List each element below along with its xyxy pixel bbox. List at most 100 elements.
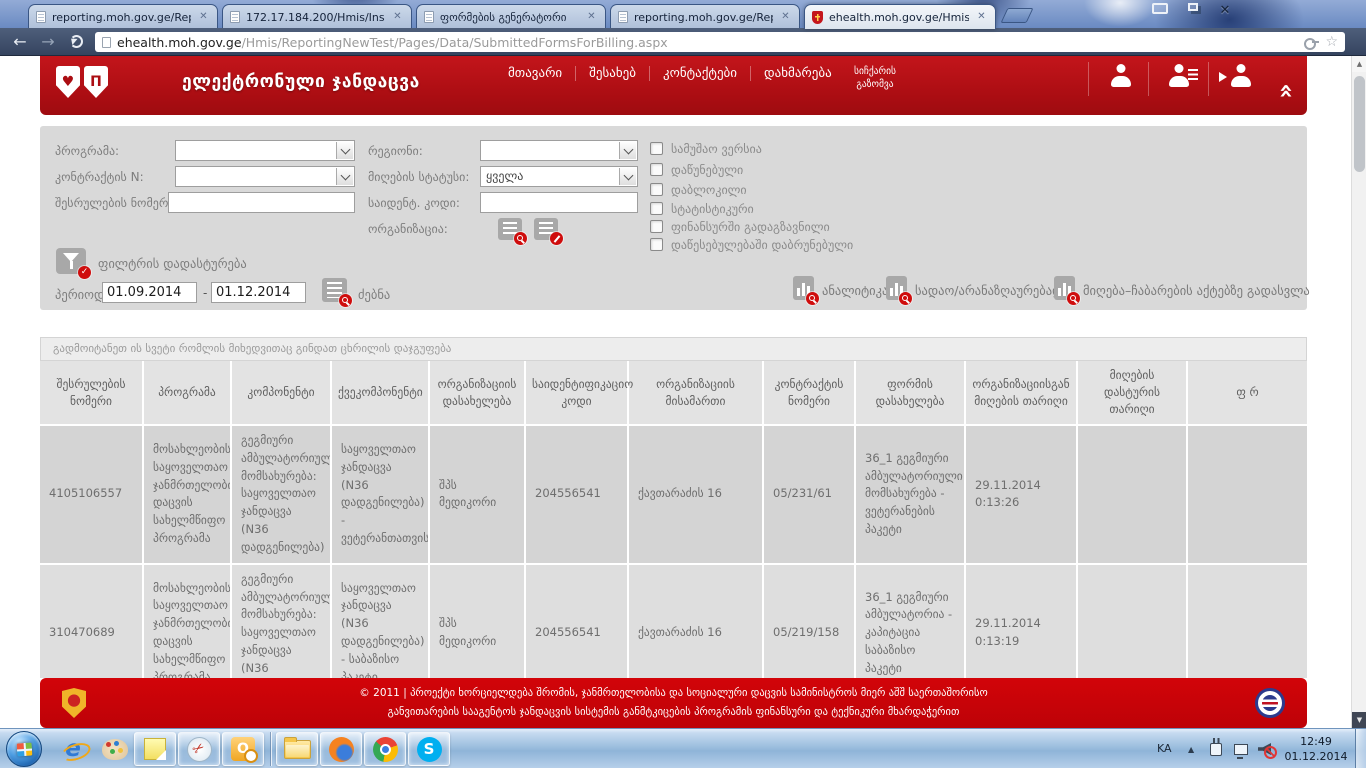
window-minimize-button[interactable]: [1147, 3, 1173, 14]
col-performance-number[interactable]: შესრულების ნომერი: [40, 361, 143, 425]
col-ident-code[interactable]: საიდენტიფიკაციო კოდი: [524, 361, 633, 425]
page-scrollbar[interactable]: ▲ ▼: [1351, 56, 1366, 728]
taskbar-chrome[interactable]: [364, 732, 406, 766]
user-profile-icon[interactable]: [1106, 64, 1136, 88]
tray-clock[interactable]: 12:49 01.12.2014: [1284, 735, 1348, 765]
ident-code-input[interactable]: [480, 192, 638, 213]
volume-muted-icon[interactable]: [1258, 743, 1277, 759]
nav-home[interactable]: მთავარი: [508, 65, 563, 81]
logout-icon[interactable]: [1219, 64, 1256, 88]
cell: 204556541: [524, 424, 628, 564]
acceptance-acts-button[interactable]: [1054, 276, 1080, 305]
checkbox-sent-to-finance[interactable]: [650, 220, 663, 233]
program-select[interactable]: [175, 140, 355, 161]
new-tab-button[interactable]: [1000, 8, 1034, 23]
col-program[interactable]: პროგრამა: [142, 361, 231, 425]
col-received-date[interactable]: ორგანიზაციისგან მიღების თარიღი: [964, 361, 1077, 425]
checkbox-rejected[interactable]: [650, 163, 663, 176]
tab-close-icon[interactable]: ✕: [781, 10, 790, 22]
tray-expand-icon[interactable]: ▲: [1188, 745, 1195, 754]
chevron-down-icon[interactable]: [619, 168, 636, 185]
heart-shield-logo-icon: ♥: [56, 66, 80, 98]
network-icon[interactable]: [1234, 744, 1248, 759]
organization-clear-button[interactable]: [534, 218, 563, 245]
period-from-input[interactable]: [102, 282, 197, 303]
taskbar-snipping-tool[interactable]: ✂: [178, 732, 220, 766]
col-contract-number[interactable]: კონტრაქტის ნომერი: [762, 361, 855, 425]
apply-filter-button[interactable]: ✓: [56, 248, 91, 279]
taskbar-skype[interactable]: S: [408, 732, 450, 766]
col-component[interactable]: კომპონენტი: [230, 361, 331, 425]
forward-button[interactable]: →: [34, 30, 62, 54]
region-select[interactable]: [480, 140, 638, 161]
organization-search-button[interactable]: [498, 218, 527, 245]
performance-number-input[interactable]: [168, 192, 355, 213]
user-list-icon[interactable]: [1164, 64, 1198, 88]
contract-label: კონტრაქტის N:: [55, 170, 144, 184]
window-close-button[interactable]: ✕: [1212, 3, 1238, 18]
reload-button[interactable]: [62, 30, 90, 54]
start-button[interactable]: [6, 731, 42, 767]
magnifier-badge-icon: [514, 232, 527, 245]
contract-select[interactable]: [175, 166, 355, 187]
col-subcomponent[interactable]: ქვეკომპონენტი: [330, 361, 429, 425]
back-button[interactable]: ←: [6, 30, 34, 54]
col-form-name[interactable]: ფორმის დასახელება: [854, 361, 965, 425]
show-desktop-button[interactable]: [1355, 729, 1366, 768]
tab-close-icon[interactable]: ✕: [587, 10, 596, 22]
tab-close-icon[interactable]: ✕: [393, 10, 402, 22]
analytics-button[interactable]: [793, 276, 819, 305]
window-maximize-button[interactable]: [1180, 3, 1206, 11]
cell: გეგმიური ამბულატორიული მომსახურება: საყო…: [230, 562, 331, 678]
browser-tab-active[interactable]: ehealth.moh.gov.ge/Hmis ✕: [804, 4, 996, 29]
page-favicon: [424, 11, 434, 23]
taskbar-firefox[interactable]: [320, 732, 362, 766]
checkbox-blocked[interactable]: [650, 183, 663, 196]
acceptance-acts-label[interactable]: მიღება–ჩაბარების აქტებზე გადასვლა: [1083, 283, 1310, 298]
power-plug-icon[interactable]: [1210, 738, 1222, 756]
checkbox-working-version[interactable]: [650, 142, 663, 155]
language-indicator[interactable]: KA: [1157, 742, 1172, 755]
speed-test-link[interactable]: სიჩქარის გაზომვა: [854, 66, 896, 91]
collapse-header-chevron-icon[interactable]: »: [1270, 85, 1299, 99]
taskbar-paint[interactable]: [94, 732, 136, 766]
browser-tab-4[interactable]: reporting.moh.gov.ge/Rep ✕: [610, 4, 800, 29]
browser-tab-3[interactable]: ფორმების გენერატორი ✕: [416, 4, 606, 29]
receive-status-select[interactable]: ყველა: [480, 166, 638, 187]
chevron-down-icon[interactable]: [336, 168, 353, 185]
analytics-label[interactable]: ანალიტიკა: [822, 283, 889, 298]
bookmark-star-icon[interactable]: ☆: [1325, 34, 1338, 50]
scrollbar-thumb[interactable]: [1354, 76, 1365, 172]
tab-close-icon[interactable]: ✕: [199, 10, 208, 22]
disputed-button[interactable]: [886, 276, 912, 305]
checkbox-returned-to-institution[interactable]: [650, 238, 663, 251]
taskbar-outlook[interactable]: O: [222, 732, 264, 766]
outlook-icon: O: [231, 737, 258, 763]
taskbar-windows-explorer[interactable]: [276, 732, 318, 766]
browser-tab-1[interactable]: reporting.moh.gov.ge/Rep ✕: [28, 4, 218, 29]
nav-about[interactable]: შესახებ: [575, 65, 649, 81]
grid-row-2[interactable]: 310470689 მოსახლეობის საყოველთაო ჯანმრთე…: [40, 562, 1307, 678]
site-header: ♥ Π ელექტრონული ჯანდაცვა მთავარი შესახებ…: [40, 56, 1307, 115]
grid-row-1[interactable]: 4105106557 მოსახლეობის საყოველთაო ჯანმრთ…: [40, 424, 1307, 564]
browser-tab-2[interactable]: 172.17.184.200/Hmis/Insur ✕: [222, 4, 412, 29]
checkbox-statistical[interactable]: [650, 202, 663, 215]
search-button[interactable]: [322, 278, 352, 307]
chevron-down-icon[interactable]: [336, 142, 353, 159]
nav-contacts[interactable]: კონტაქტები: [649, 65, 750, 81]
nav-help[interactable]: დახმარება: [750, 65, 845, 81]
scroll-down-arrow-icon[interactable]: ▼: [1352, 712, 1366, 728]
col-organization-name[interactable]: ორგანიზაციის დასახელება: [428, 361, 525, 425]
col-clipped[interactable]: ფ რ: [1186, 361, 1307, 425]
col-organization-address[interactable]: ორგანიზაციის მისამართი: [627, 361, 763, 425]
col-confirm-date[interactable]: მიღების დასტურის თარიღი: [1076, 361, 1187, 425]
tab-close-icon[interactable]: ✕: [977, 10, 986, 22]
scroll-up-arrow-icon[interactable]: ▲: [1352, 56, 1366, 72]
taskbar-internet-explorer[interactable]: e: [52, 732, 94, 766]
period-to-input[interactable]: [211, 282, 306, 303]
key-icon[interactable]: [1304, 37, 1320, 50]
chevron-down-icon[interactable]: [619, 142, 636, 159]
disputed-label[interactable]: სადაო/არანაზღაურებადი: [915, 283, 1069, 298]
address-bar[interactable]: ehealth.moh.gov.ge/Hmis/ReportingNewTest…: [95, 32, 1345, 52]
taskbar-sticky-notes[interactable]: [134, 732, 176, 766]
